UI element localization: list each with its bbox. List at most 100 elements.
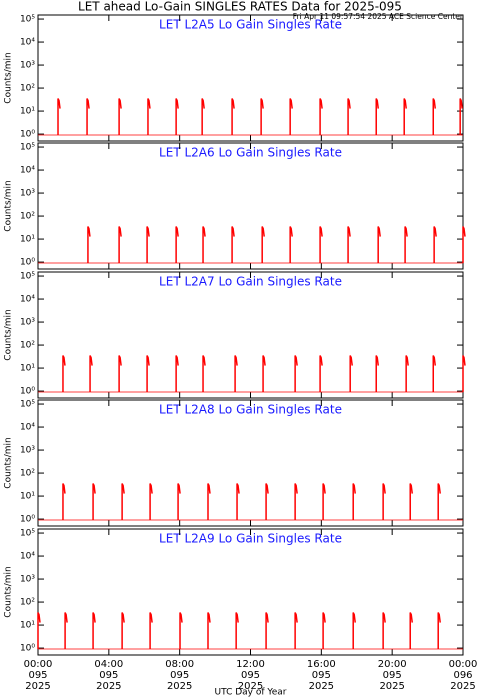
rate-spike <box>89 355 93 392</box>
timestamp: Fri Apr 11 09:57:54 2025 ACE Science Cen… <box>293 12 464 21</box>
x-tick-day: 095 <box>99 670 118 681</box>
x-tick-year: 2025 <box>379 681 404 692</box>
x-tick-day: 095 <box>383 670 402 681</box>
y-tick-label: 10³ <box>20 318 35 328</box>
rate-spike <box>375 98 379 135</box>
rate-spike <box>322 483 326 520</box>
rate-spike <box>118 226 122 263</box>
rate-spike <box>265 612 269 649</box>
y-tick-label: 10² <box>20 212 35 222</box>
rate-spike <box>121 612 125 649</box>
x-tick-year: 2025 <box>238 681 263 692</box>
rate-spike <box>231 226 235 263</box>
y-tick-label: 10³ <box>20 189 35 199</box>
rate-spike <box>382 612 386 649</box>
y-tick-label: 10¹ <box>20 492 35 502</box>
y-axis-label: Counts/min <box>4 309 14 360</box>
rate-spike <box>462 355 466 392</box>
x-tick-label: 16:00 <box>307 659 336 670</box>
y-tick-label: 10⁵ <box>20 15 35 25</box>
x-tick-year: 2025 <box>25 681 50 692</box>
rate-spike <box>92 483 96 520</box>
rate-spike <box>405 355 409 392</box>
rate-spike <box>62 483 66 520</box>
rate-spike <box>294 483 298 520</box>
rate-spike <box>294 612 298 649</box>
panel-title: LET L2A8 Lo Gain Singles Rate <box>159 403 342 417</box>
x-tick-label: 12:00 <box>236 659 265 670</box>
rate-spike <box>462 226 466 263</box>
y-tick-label: 10⁰ <box>20 644 35 654</box>
rate-spike <box>382 483 386 520</box>
rate-spike <box>118 355 122 392</box>
rate-spike <box>377 226 381 263</box>
rate-spike <box>177 483 181 520</box>
rate-spike <box>234 355 238 392</box>
y-tick-label: 10⁰ <box>20 258 35 268</box>
rate-spike <box>37 612 41 649</box>
rate-spike <box>260 98 264 135</box>
rate-spike <box>352 612 356 649</box>
rate-spike <box>289 98 293 135</box>
rate-spike <box>175 226 179 263</box>
y-tick-label: 10⁵ <box>20 529 35 539</box>
x-tick-label: 20:00 <box>378 659 407 670</box>
rate-spike <box>432 98 436 135</box>
y-tick-label: 10¹ <box>20 621 35 631</box>
x-tick-year: 2025 <box>167 681 192 692</box>
rate-spike <box>201 98 205 135</box>
rate-spike <box>149 483 153 520</box>
rate-spike <box>118 98 122 135</box>
rate-spike <box>147 98 151 135</box>
rate-spike <box>347 98 351 135</box>
rate-spike <box>432 355 436 392</box>
rate-spike <box>437 612 441 649</box>
y-tick-label: 10¹ <box>20 235 35 245</box>
rate-spike <box>92 612 96 649</box>
rate-spike <box>409 612 413 649</box>
y-tick-label: 10⁴ <box>20 295 35 305</box>
y-tick-label: 10² <box>20 469 35 479</box>
rate-spike <box>57 98 61 135</box>
rate-spike <box>261 226 265 263</box>
x-tick-label: 04:00 <box>94 659 123 670</box>
rate-spike <box>146 226 150 263</box>
y-axis-label: Counts/min <box>4 566 14 617</box>
y-tick-label: 10⁴ <box>20 423 35 433</box>
rate-spike <box>403 98 407 135</box>
rate-spike <box>207 483 211 520</box>
rate-spike <box>175 355 179 392</box>
rate-spike <box>207 612 211 649</box>
x-tick-day: 095 <box>170 670 189 681</box>
y-tick-label: 10⁰ <box>20 515 35 525</box>
rate-spike <box>179 612 183 649</box>
x-tick-day: 096 <box>453 670 472 681</box>
rate-spike <box>202 226 206 263</box>
panel-title: LET L2A6 Lo Gain Singles Rate <box>159 146 342 160</box>
y-tick-label: 10⁴ <box>20 552 35 562</box>
y-tick-label: 10³ <box>20 446 35 456</box>
rate-spike <box>175 98 179 135</box>
x-tick-day: 095 <box>241 670 260 681</box>
x-tick-label: 00:00 <box>24 659 53 670</box>
rate-spike <box>375 355 379 392</box>
rate-spike <box>64 612 68 649</box>
rate-spike <box>265 483 269 520</box>
rate-spike <box>202 355 206 392</box>
rate-spike <box>349 355 353 392</box>
rate-spike <box>437 483 441 520</box>
rate-spike <box>409 483 413 520</box>
x-tick-year: 2025 <box>309 681 334 692</box>
rate-spike <box>231 98 235 135</box>
rate-spike <box>294 355 298 392</box>
x-tick-label: 00:00 <box>449 659 478 670</box>
y-tick-label: 10¹ <box>20 107 35 117</box>
x-tick-day: 095 <box>28 670 47 681</box>
y-tick-label: 10¹ <box>20 364 35 374</box>
rate-spike <box>235 612 239 649</box>
y-tick-label: 10⁰ <box>20 387 35 397</box>
rate-spike <box>121 483 125 520</box>
rate-spike <box>62 355 66 392</box>
rate-spike <box>149 612 153 649</box>
